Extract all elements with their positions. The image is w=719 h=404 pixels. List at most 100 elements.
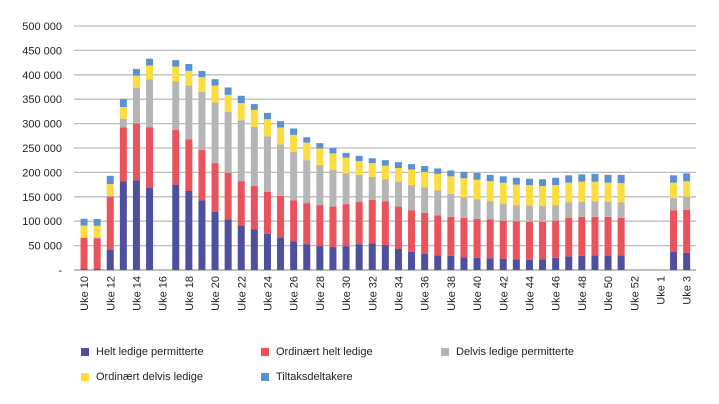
legend-item-ordinaert-helt-ledige: Ordinært helt ledige <box>261 346 373 358</box>
bar-segment <box>93 237 101 239</box>
bar-segment <box>539 259 547 270</box>
bar-segment <box>539 186 547 207</box>
bar-segment <box>604 201 612 217</box>
bar-segment <box>447 176 455 194</box>
bar-segment <box>290 134 298 152</box>
bar-segment <box>119 181 127 270</box>
bar-segment <box>525 178 533 186</box>
x-tick-label: Uke 3 <box>682 276 694 305</box>
bar-segment <box>565 202 573 218</box>
bar-segment <box>132 68 140 76</box>
bar-segment <box>80 237 88 270</box>
bar-segment <box>512 259 520 270</box>
bar-segment <box>355 161 363 175</box>
x-tick-label: Uke 34 <box>393 276 405 311</box>
bar-segment <box>565 217 573 257</box>
bar-segment <box>604 174 612 183</box>
bar-segment <box>250 186 258 230</box>
bar-segment <box>132 75 140 88</box>
bar-segment <box>381 201 389 246</box>
bar-segment <box>290 128 298 135</box>
x-tick-label: Uke 32 <box>367 276 379 311</box>
bar-segment <box>106 184 114 196</box>
legend-label: Ordinært delvis ledige <box>96 371 203 383</box>
bar-segment <box>591 201 599 217</box>
bar-segment <box>132 87 140 124</box>
bar-segment <box>106 196 114 250</box>
bar-segment <box>591 216 599 256</box>
y-tick-label: 50 000 <box>28 241 62 253</box>
bar-segment <box>683 181 691 197</box>
bar-segment <box>670 197 678 211</box>
bar-segment <box>106 175 114 185</box>
bar-segment <box>460 171 468 179</box>
bar-segment <box>198 91 206 150</box>
bar-segment <box>185 85 193 140</box>
bars <box>80 58 691 270</box>
bar-segment <box>473 172 481 180</box>
bar-segment <box>368 199 376 244</box>
bar-segment <box>683 252 691 270</box>
bar-segment <box>486 174 494 182</box>
bar-segment <box>93 269 101 270</box>
bar-segment <box>552 257 560 270</box>
x-tick-label: Uke 24 <box>262 276 274 311</box>
bar-segment <box>447 216 455 256</box>
bar-segment <box>486 219 494 259</box>
bar-segment <box>290 241 298 270</box>
bar-segment <box>460 217 468 258</box>
legend-item-ordinaert-delvis-ledige: Ordinært delvis ledige <box>81 371 203 383</box>
bar-segment <box>486 181 494 202</box>
bar-segment <box>565 182 573 203</box>
bar-segment <box>486 258 494 270</box>
y-tick-label: 400 000 <box>22 70 62 82</box>
bar-segment <box>119 127 127 182</box>
bar-segment <box>172 81 180 130</box>
bar-segment <box>290 151 298 201</box>
legend-item-tiltaksdeltakere: Tiltaksdeltakere <box>261 371 353 383</box>
bar-segment <box>263 119 271 137</box>
bar-segment <box>355 244 363 270</box>
x-tick-label: Uke 12 <box>105 276 117 311</box>
bar-segment <box>434 168 442 174</box>
bar-segment <box>421 166 429 172</box>
bar-segment <box>80 269 88 270</box>
bar-segment <box>172 60 180 67</box>
bar-segment <box>185 139 193 191</box>
bar-segment <box>512 221 520 260</box>
bar-segment <box>578 181 586 202</box>
bar-segment <box>604 182 612 202</box>
bar-segment <box>552 220 560 258</box>
bar-segment <box>473 257 481 270</box>
bar-segment <box>473 218 481 258</box>
legend-item-helt-ledige-permitterte: Helt ledige permitterte <box>81 346 204 358</box>
legend-swatch <box>81 373 89 381</box>
y-tick-label: 200 000 <box>22 167 62 179</box>
bar-segment <box>237 103 245 121</box>
bar-segment <box>434 255 442 270</box>
x-tick-label: Uke 20 <box>210 276 222 311</box>
x-tick-label: Uke 30 <box>341 276 353 311</box>
y-tick-label: - <box>58 265 62 277</box>
bar-segment <box>198 70 206 78</box>
legend-swatch <box>81 348 89 356</box>
bar-segment <box>342 204 350 247</box>
bar-segment <box>499 203 507 221</box>
legend-label: Helt ledige permitterte <box>96 346 204 358</box>
bar-segment <box>499 176 507 183</box>
bar-segment <box>303 142 311 161</box>
bar-segment <box>578 216 586 256</box>
bar-segment <box>525 221 533 260</box>
bar-segment <box>578 174 586 182</box>
bar-segment <box>565 175 573 183</box>
y-tick-label: 300 000 <box>22 119 62 131</box>
x-tick-label: Uke 14 <box>131 276 143 311</box>
bar-segment <box>277 237 285 270</box>
bar-segment <box>316 148 324 166</box>
bar-segment <box>198 149 206 201</box>
bar-segment <box>408 164 416 170</box>
bar-segment <box>237 181 245 226</box>
bar-segment <box>525 185 533 206</box>
bar-segment <box>185 64 193 71</box>
x-tick-label: Uke 22 <box>236 276 248 311</box>
